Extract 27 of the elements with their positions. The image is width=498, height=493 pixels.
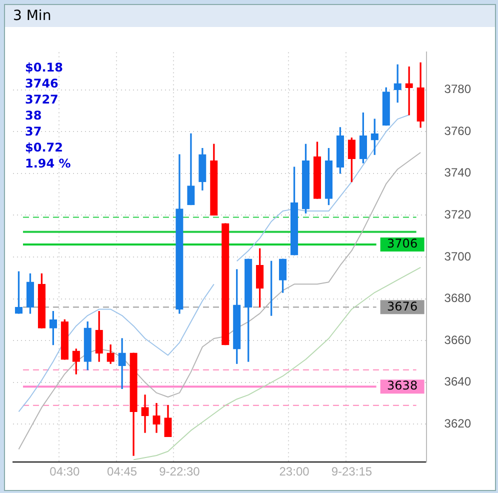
y-tick-label: 3720	[444, 208, 472, 222]
y-tick-label: 3640	[444, 374, 472, 389]
x-tick-label: 23:00	[279, 464, 310, 478]
x-tick-label: 04:30	[50, 464, 80, 478]
y-tick-label: 3660	[444, 332, 472, 347]
x-tick-label: 04:45	[107, 464, 138, 478]
y-tick-label: 3740	[444, 166, 472, 180]
chart-title: 3 Min	[5, 5, 495, 27]
annotation: 3727	[25, 92, 58, 106]
y-tick-label: 3780	[444, 82, 472, 96]
ref-line-label: 3676	[387, 299, 418, 314]
annotation: 1.94 %	[25, 156, 71, 170]
annotation: 3746	[25, 76, 58, 90]
y-tick-label: 3680	[444, 291, 472, 306]
x-tick-label: 9-22:30	[159, 464, 200, 478]
y-tick-label: 3620	[444, 416, 472, 430]
ref-line-label: 3638	[387, 378, 418, 393]
ref-line-label: 3706	[387, 236, 418, 251]
candlestick	[118, 338, 126, 389]
y-tick-label: 3760	[444, 124, 472, 138]
x-tick-label: 9-23:15	[331, 464, 372, 478]
annotation: 37	[25, 124, 42, 138]
annotation: 38	[25, 108, 42, 122]
annotation: $0.72	[25, 140, 63, 154]
y-tick-label: 3700	[444, 249, 472, 264]
candlestick	[141, 394, 149, 433]
annotation: $0.18	[25, 60, 63, 74]
